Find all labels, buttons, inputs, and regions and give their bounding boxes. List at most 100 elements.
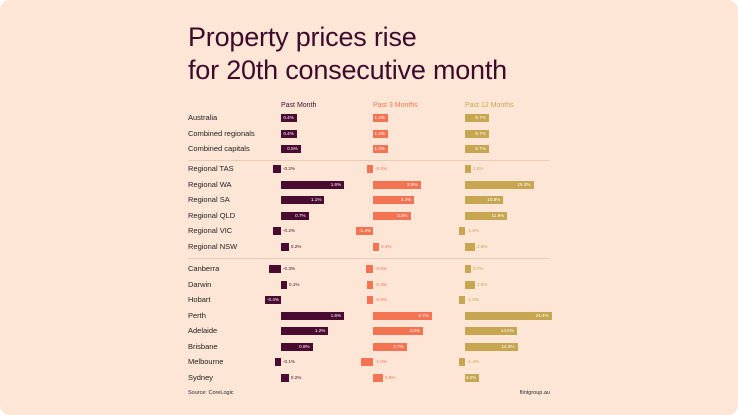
row-label: Perth bbox=[188, 310, 206, 320]
bar-m12 bbox=[465, 145, 489, 153]
row-label: Regional NSW bbox=[188, 241, 238, 251]
bar-m3 bbox=[373, 114, 388, 122]
value-label: 4.7% bbox=[418, 312, 429, 318]
value-label: 0.1% bbox=[289, 281, 300, 287]
row-label: Brisbane bbox=[188, 341, 218, 351]
value-label: 1.6% bbox=[330, 181, 342, 187]
bar-m12 bbox=[465, 373, 480, 382]
bar-m1 bbox=[281, 129, 297, 138]
bar-m12 bbox=[465, 114, 489, 122]
bar-m12 bbox=[465, 211, 508, 220]
row-label: Combined regionals bbox=[188, 128, 255, 138]
bar-m1 bbox=[273, 227, 281, 235]
bar-m12 bbox=[465, 165, 471, 173]
bar-m3 bbox=[360, 358, 373, 366]
bar-m1 bbox=[281, 114, 297, 122]
bar-m3 bbox=[373, 311, 432, 320]
value-label: 3.3% bbox=[400, 197, 412, 202]
bar-m3 bbox=[373, 327, 423, 335]
row-label: Regional VIC bbox=[188, 226, 233, 235]
title-line-2: for 20th consecutive month bbox=[188, 55, 507, 85]
bar-m1 bbox=[281, 342, 313, 351]
bar-m1 bbox=[281, 145, 301, 153]
bar-m12 bbox=[465, 342, 518, 351]
row-label: Sydney bbox=[188, 372, 214, 382]
value-label: 0.2% bbox=[290, 243, 302, 249]
value-label: 19.3% bbox=[517, 181, 531, 187]
value-label: 1.2% bbox=[374, 130, 385, 136]
value-label: -1.4% bbox=[358, 228, 371, 233]
bar-m3 bbox=[366, 296, 373, 304]
value-label: 14.6% bbox=[500, 328, 514, 333]
bar-m1 bbox=[281, 242, 289, 251]
value-label: -0.3% bbox=[375, 281, 388, 287]
row-label: Canberra bbox=[188, 264, 220, 273]
value-label: 0.7% bbox=[295, 212, 306, 218]
bar-m1 bbox=[281, 327, 329, 335]
bar-m12 bbox=[465, 265, 471, 273]
bar-m3 bbox=[365, 265, 373, 273]
value-label: 6.7% bbox=[475, 115, 486, 120]
value-label: -1.6% bbox=[467, 228, 480, 233]
row-label: Combined capitals bbox=[188, 144, 250, 153]
bar-m1 bbox=[281, 196, 325, 204]
row-label: Regional QLD bbox=[188, 210, 236, 220]
column-header-past-12-months: Past 12 Months bbox=[465, 102, 514, 109]
bar-m1 bbox=[281, 311, 345, 320]
value-label: 11.9% bbox=[491, 212, 505, 218]
bar-m3 bbox=[373, 145, 388, 153]
bar-m1 bbox=[265, 296, 281, 304]
row-label: Regional TAS bbox=[188, 164, 234, 173]
value-label: 14.8% bbox=[501, 343, 515, 349]
value-label: -0.2% bbox=[283, 166, 296, 171]
value-label: -0.5% bbox=[375, 297, 388, 302]
group-divider bbox=[188, 160, 550, 161]
value-label: 4.0% bbox=[409, 328, 420, 333]
bar-m3 bbox=[373, 129, 388, 138]
row-label: Regional WA bbox=[188, 179, 232, 189]
value-label: 3.0% bbox=[397, 212, 408, 218]
value-label: 1.1% bbox=[310, 197, 322, 202]
group-divider bbox=[188, 258, 550, 259]
value-label: -0.6% bbox=[375, 266, 388, 271]
bar-m12 bbox=[459, 227, 465, 235]
bar-m12 bbox=[465, 242, 475, 251]
bar-m1 bbox=[269, 265, 281, 273]
bar-m12 bbox=[465, 311, 552, 320]
value-label: -0.2% bbox=[283, 228, 296, 233]
value-label: -0.3% bbox=[283, 266, 296, 271]
bar-m1 bbox=[275, 358, 281, 366]
value-label: 6.7% bbox=[475, 130, 486, 136]
value-label: 1.2% bbox=[314, 328, 326, 333]
bar-m12 bbox=[465, 180, 534, 189]
value-label: -1.4% bbox=[467, 359, 480, 364]
value-label: 0.8% bbox=[385, 374, 396, 380]
bar-m3 bbox=[373, 180, 421, 189]
bar-m1 bbox=[281, 180, 345, 189]
value-label: -0.1% bbox=[283, 359, 296, 364]
value-label: 0.4% bbox=[283, 115, 294, 120]
bar-m12 bbox=[465, 327, 517, 335]
value-label: 1.2% bbox=[374, 146, 385, 151]
bar-m1 bbox=[281, 373, 289, 382]
value-label: 0.2% bbox=[290, 374, 302, 380]
value-label: 2.8% bbox=[476, 281, 488, 287]
row-label: Regional SA bbox=[188, 195, 230, 204]
value-label: 2.8% bbox=[476, 243, 488, 249]
value-label: 1.6% bbox=[330, 312, 342, 318]
source-note: Source: CoreLogic bbox=[188, 390, 234, 396]
bar-m1 bbox=[281, 280, 287, 289]
bar-m1 bbox=[281, 211, 309, 220]
value-label: 0.5% bbox=[287, 146, 298, 151]
bar-m3 bbox=[373, 242, 379, 251]
chart-title: Property prices rise for 20th consecutiv… bbox=[188, 21, 507, 87]
value-label: 0.4% bbox=[381, 243, 392, 249]
value-label: 0.8% bbox=[299, 343, 310, 349]
bar-m3 bbox=[373, 342, 407, 351]
value-label: 10.8% bbox=[487, 197, 501, 202]
value-label: 0.7% bbox=[473, 266, 484, 271]
bar-m12 bbox=[465, 196, 504, 204]
bar-m12 bbox=[465, 280, 475, 289]
bar-m3 bbox=[367, 165, 373, 173]
